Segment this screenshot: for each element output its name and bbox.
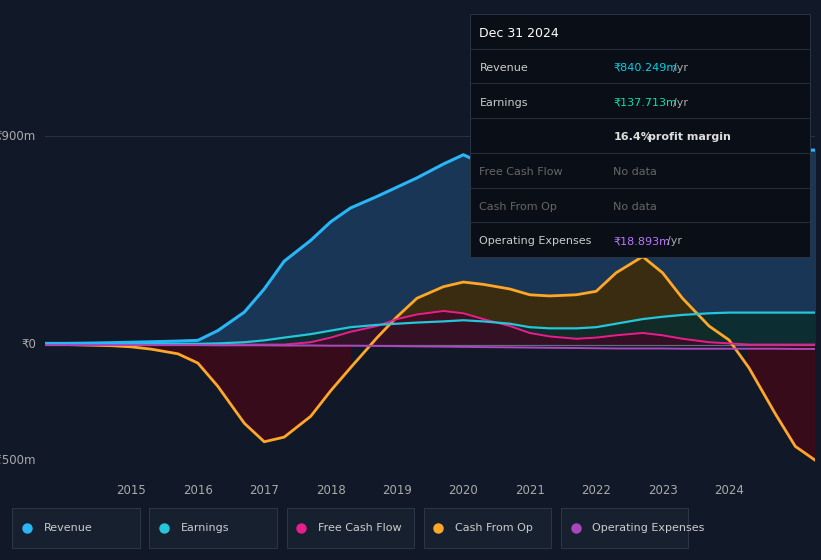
FancyBboxPatch shape [287,508,414,548]
FancyBboxPatch shape [561,508,688,548]
Text: No data: No data [613,167,657,177]
Text: /yr: /yr [672,63,688,73]
Text: ₹137.713m: ₹137.713m [613,97,677,108]
Text: ₹840.249m: ₹840.249m [613,63,677,73]
Text: Cash From Op: Cash From Op [479,202,557,212]
Text: Operating Expenses: Operating Expenses [592,523,704,533]
FancyBboxPatch shape [149,508,277,548]
Text: ₹0: ₹0 [21,338,36,351]
Text: 16.4%: 16.4% [613,132,652,142]
Text: /yr: /yr [672,97,688,108]
FancyBboxPatch shape [12,508,140,548]
Text: Operating Expenses: Operating Expenses [479,236,592,246]
Text: Free Cash Flow: Free Cash Flow [318,523,401,533]
Text: Earnings: Earnings [479,97,528,108]
Text: /yr: /yr [667,236,681,246]
Text: -₹500m: -₹500m [0,454,36,467]
Text: Dec 31 2024: Dec 31 2024 [479,26,559,40]
Text: ₹900m: ₹900m [0,130,36,143]
FancyBboxPatch shape [424,508,551,548]
Text: No data: No data [613,202,657,212]
Text: Earnings: Earnings [181,523,229,533]
Text: Revenue: Revenue [44,523,92,533]
Text: profit margin: profit margin [648,132,731,142]
Text: ₹18.893m: ₹18.893m [613,236,670,246]
Text: Revenue: Revenue [479,63,528,73]
Text: Free Cash Flow: Free Cash Flow [479,167,563,177]
Text: Cash From Op: Cash From Op [455,523,533,533]
